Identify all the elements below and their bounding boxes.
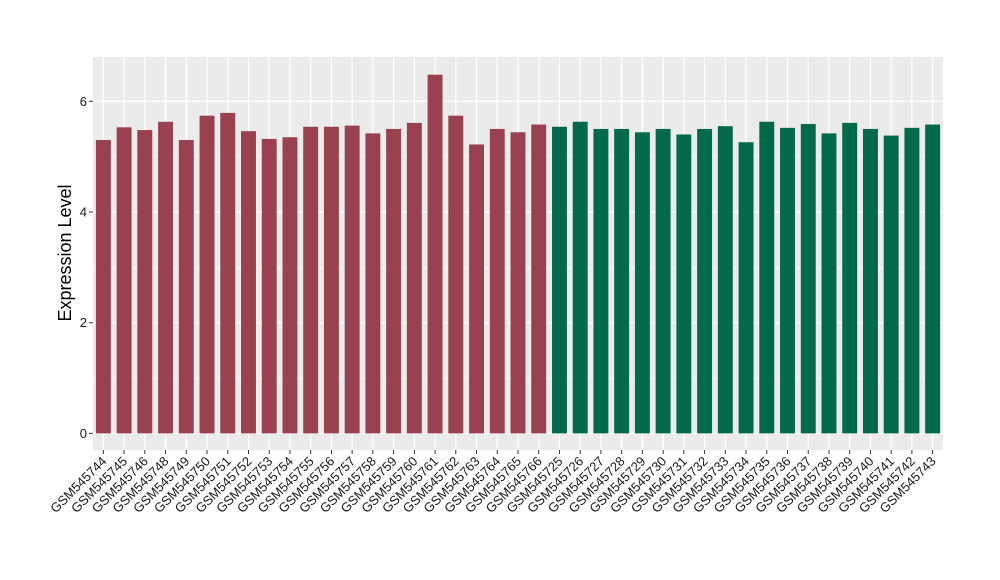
bar-GSM545729: [634, 132, 650, 434]
bar-GSM545759: [386, 128, 402, 434]
bar-GSM545734: [738, 142, 754, 434]
bar-GSM545743: [925, 124, 941, 434]
bar-GSM545761: [427, 74, 443, 434]
bar-GSM545726: [572, 121, 588, 434]
bar-GSM545746: [137, 130, 153, 434]
bar-GSM545756: [323, 126, 339, 434]
bar-GSM545762: [448, 115, 464, 434]
bar-GSM545732: [697, 128, 713, 434]
bar-GSM545738: [821, 133, 837, 434]
bar-GSM545760: [406, 122, 422, 434]
y-tick-label: 2: [80, 315, 87, 330]
bar-GSM545735: [759, 121, 775, 434]
bar-GSM545725: [552, 126, 567, 434]
bar-GSM545741: [883, 135, 899, 434]
bar-GSM545755: [303, 126, 319, 434]
bar-GSM545758: [365, 133, 381, 434]
bar-GSM545727: [593, 128, 609, 434]
bar-GSM545733: [717, 126, 733, 434]
bar-GSM545754: [282, 137, 298, 434]
y-axis: 0 2 4 6: [80, 94, 93, 441]
y-tick-label: 4: [80, 204, 87, 219]
bar-GSM545740: [862, 128, 878, 434]
y-tick-label: 6: [80, 94, 87, 109]
y-tick-label: 0: [80, 426, 87, 441]
bar-GSM545737: [800, 123, 816, 434]
bar-GSM545728: [614, 128, 630, 434]
bar-GSM545744: [95, 140, 111, 434]
bar-GSM545757: [344, 125, 360, 434]
bar-GSM545749: [178, 140, 194, 434]
bars: [95, 74, 941, 434]
bar-GSM545736: [780, 127, 795, 434]
bar-GSM545764: [489, 128, 505, 434]
bar-GSM545765: [510, 132, 526, 434]
y-axis-title: Expression Level: [55, 184, 75, 321]
bar-GSM545752: [241, 131, 256, 434]
bar-GSM545753: [261, 138, 277, 434]
bar-GSM545751: [220, 112, 236, 434]
bar-GSM545739: [842, 122, 858, 434]
bar-GSM545742: [904, 127, 920, 434]
x-axis: GSM545744GSM545745GSM545746GSM545748GSM5…: [47, 450, 939, 516]
bar-GSM545745: [116, 127, 132, 434]
bar-GSM545748: [158, 121, 174, 434]
bar-GSM545750: [199, 115, 215, 434]
bar-GSM545730: [655, 128, 671, 434]
bar-GSM545763: [469, 144, 484, 434]
bar-GSM545731: [676, 134, 692, 434]
bar-GSM545766: [531, 124, 547, 434]
